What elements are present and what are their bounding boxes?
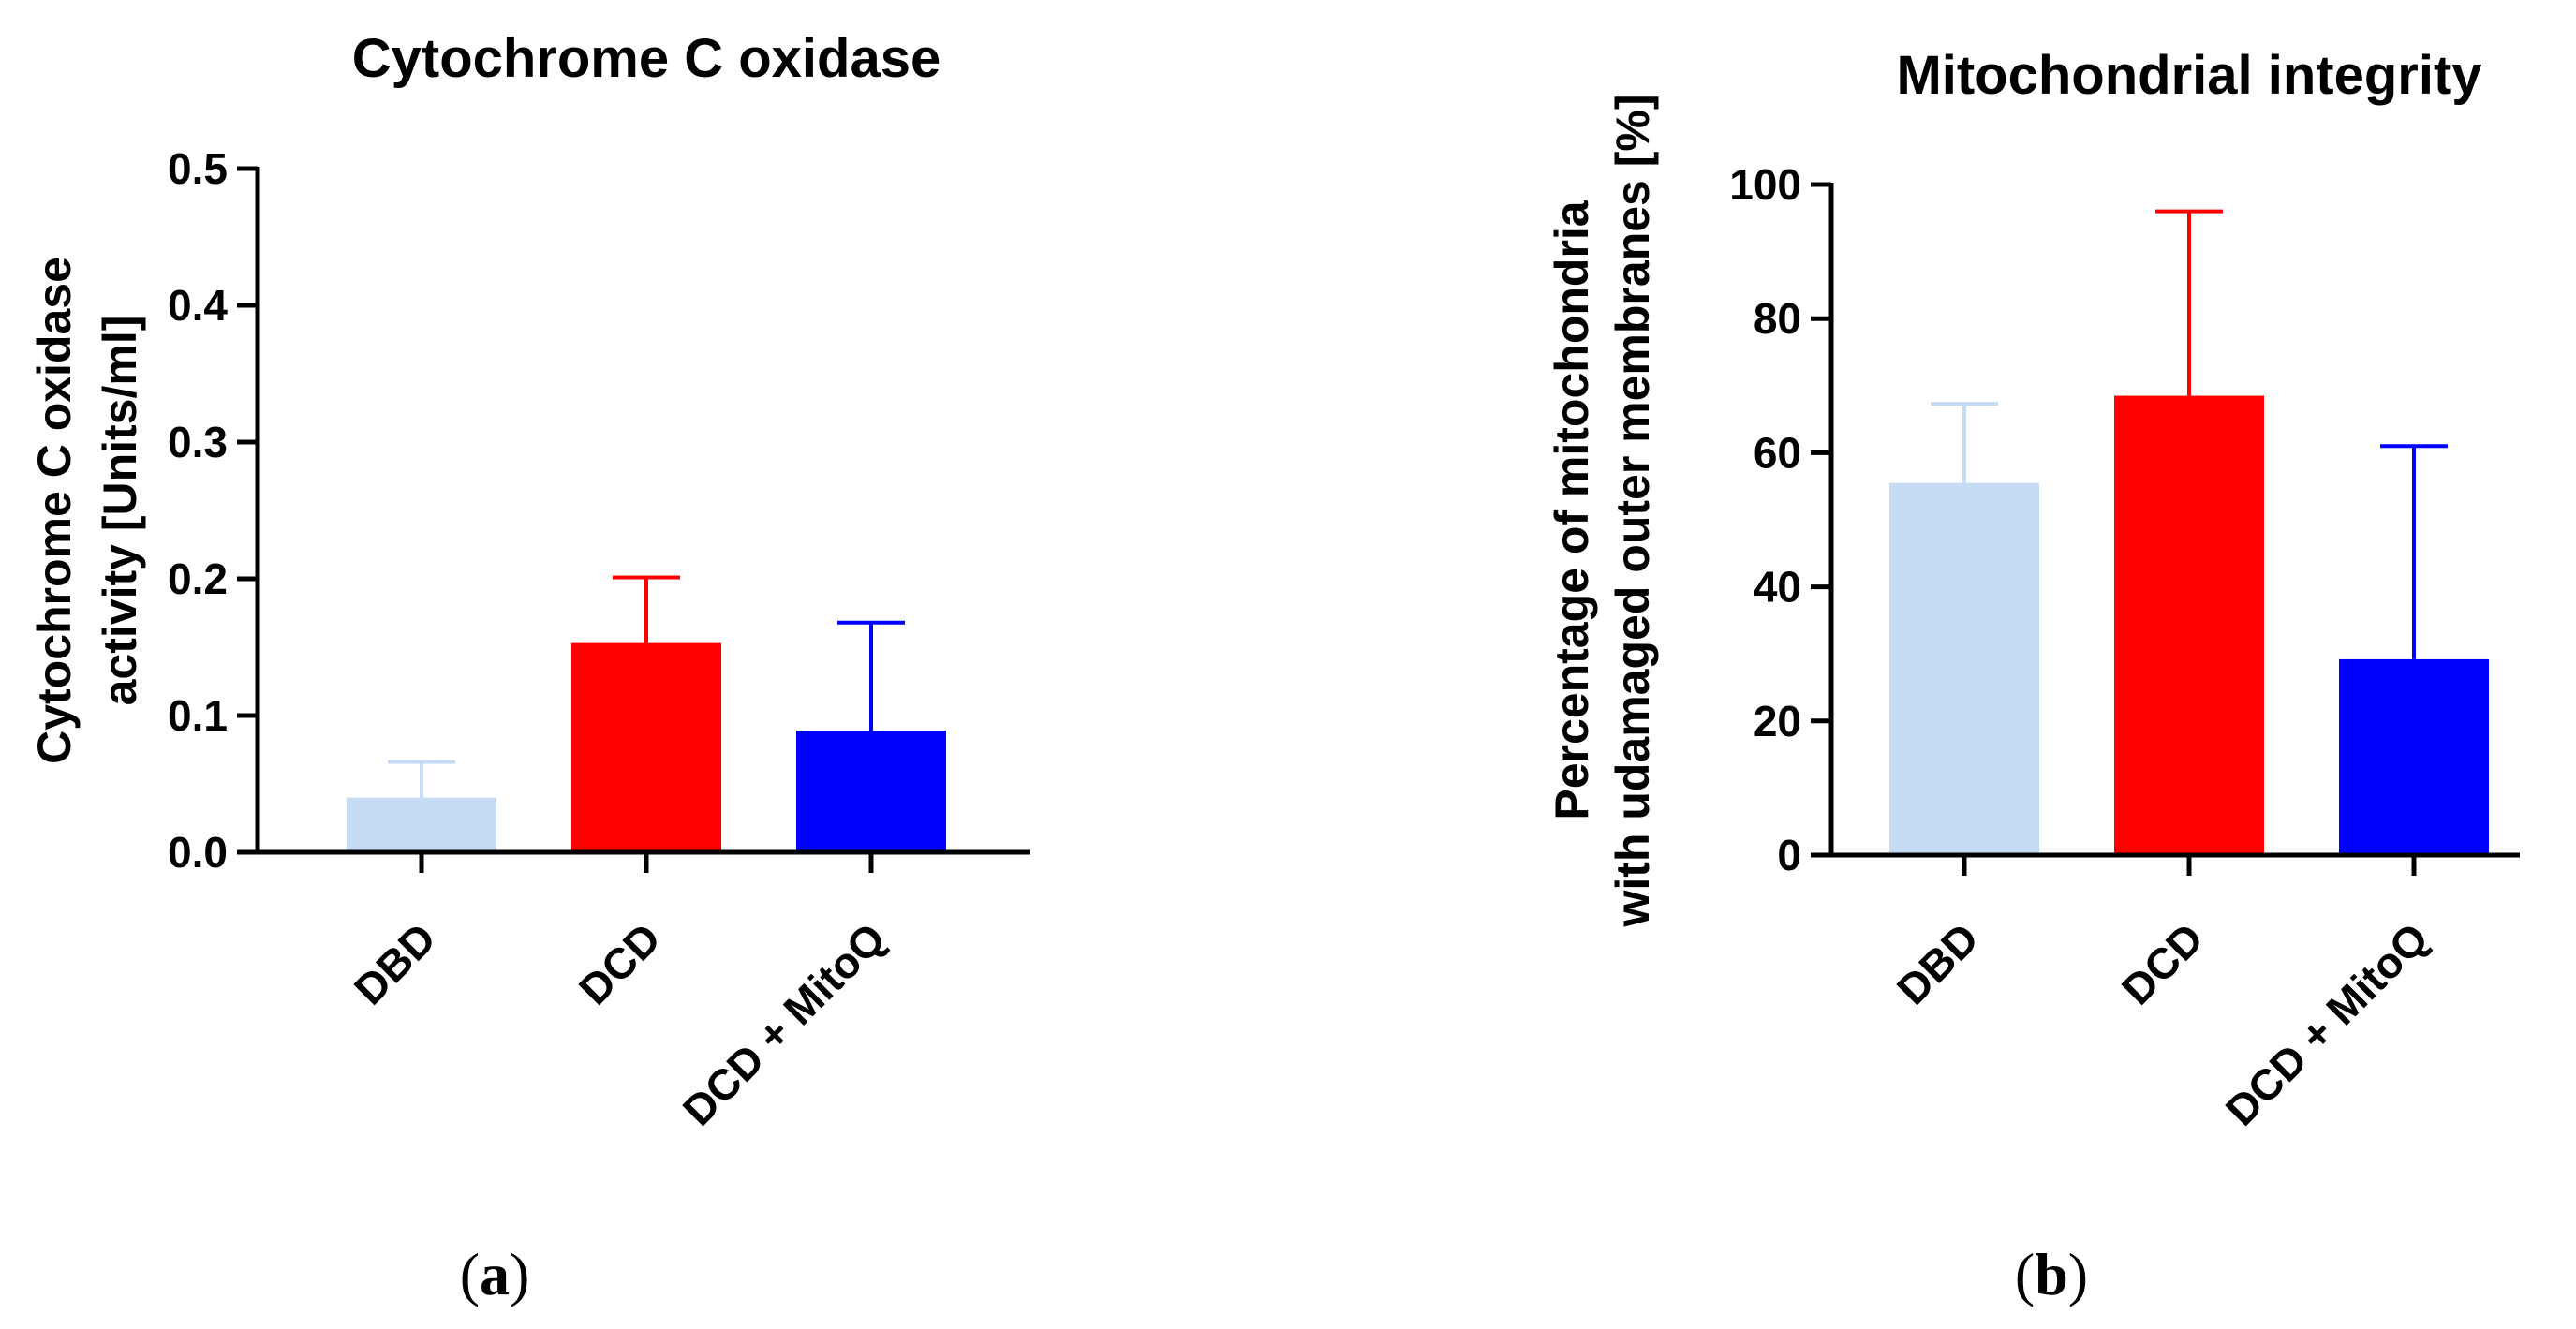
panel-label: (b) xyxy=(2015,1241,2088,1307)
error-bar xyxy=(837,620,905,731)
x-tick-label: DBD xyxy=(345,913,445,1013)
y-tick-label: 20 xyxy=(1754,697,1801,746)
bar-dcd xyxy=(2114,395,2264,855)
bar-dcd-mitoq xyxy=(2339,658,2489,855)
y-axis-label-line: activity [Units/ml] xyxy=(94,316,146,706)
y-tick-label: 100 xyxy=(1729,160,1801,209)
chart-title: Cytochrome C oxidase xyxy=(352,28,941,89)
bar-dbd xyxy=(347,797,496,852)
x-tick-label: DCD xyxy=(2112,913,2213,1013)
x-tick-label: DCD xyxy=(570,913,670,1013)
y-axis-label-line: Cytochrome C oxidase xyxy=(28,257,81,764)
error-bar xyxy=(613,575,680,643)
y-axis-label-line: Percentage of mitochondria xyxy=(1546,199,1598,820)
x-tick-label: DCD + MitoQ xyxy=(2216,913,2437,1134)
error-bar xyxy=(1931,402,1998,483)
bar-dbd xyxy=(1889,482,2039,855)
x-tick-label: DCD + MitoQ xyxy=(674,913,895,1134)
y-tick-label: 0.0 xyxy=(168,828,228,877)
y-tick-label: 0.1 xyxy=(168,691,228,740)
y-tick-label: 0.4 xyxy=(168,281,228,330)
y-axis-label-line: with udamaged outer membranes [%] xyxy=(1606,94,1659,927)
panel-label: (a) xyxy=(460,1241,530,1307)
error-bar xyxy=(2380,444,2448,659)
y-tick-label: 0.5 xyxy=(168,144,228,193)
bar-dcd xyxy=(571,642,721,852)
y-tick-label: 0 xyxy=(1777,831,1801,879)
y-axis-label: Cytochrome C oxidase activity [Units/ml] xyxy=(28,257,146,764)
y-tick-label: 0.3 xyxy=(168,418,228,466)
y-tick-label: 40 xyxy=(1754,563,1801,612)
x-tick-label: DBD xyxy=(1888,913,1988,1013)
error-bar xyxy=(388,760,455,798)
y-tick-label: 60 xyxy=(1754,428,1801,477)
bar-dcd-mitoq xyxy=(796,731,946,852)
error-bar xyxy=(2155,209,2223,396)
chart-b: Mitochondrial integrity Percentage of mit… xyxy=(1546,45,2520,1307)
y-axis-label: Percentage of mitochondria with udamaged … xyxy=(1546,94,1659,927)
chart-title: Mitochondrial integrity xyxy=(1896,45,2481,106)
y-tick-label: 80 xyxy=(1754,294,1801,343)
y-tick-label: 0.2 xyxy=(168,554,228,603)
